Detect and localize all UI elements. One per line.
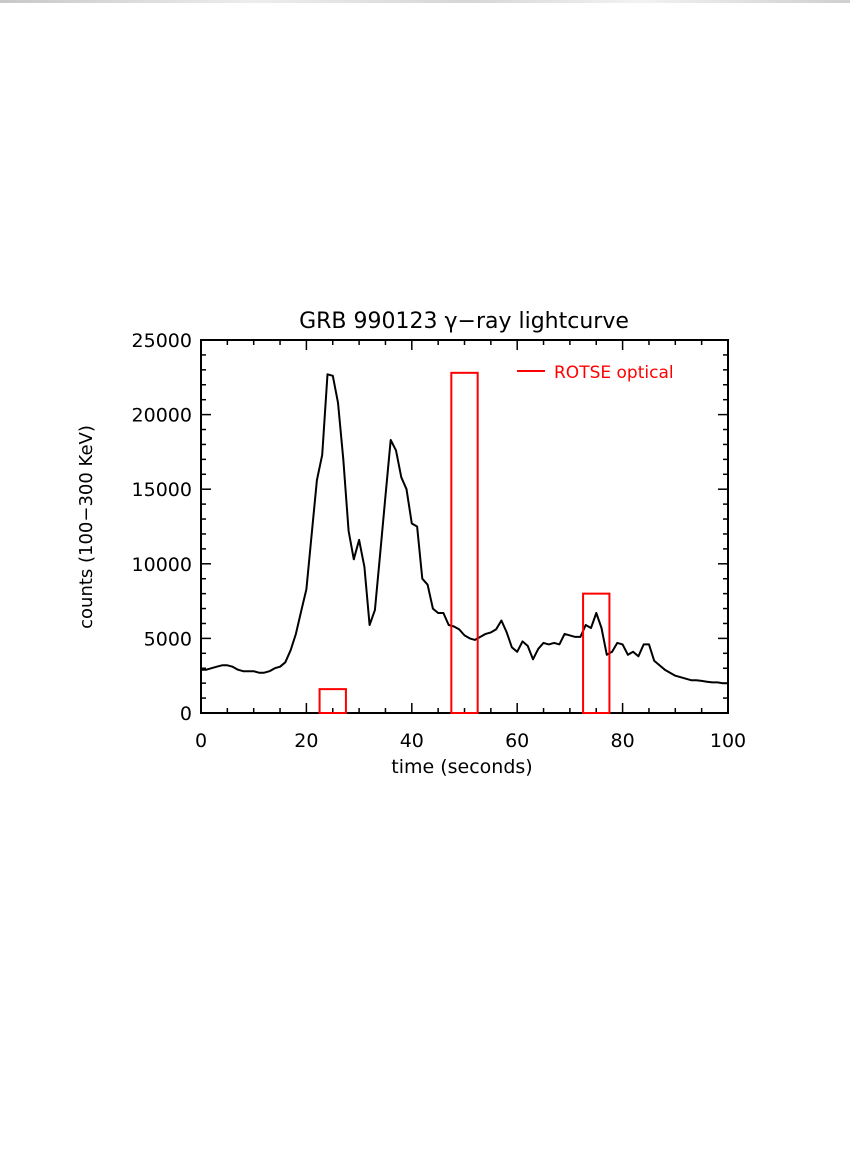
legend: ROTSE optical (517, 363, 674, 383)
y-axis-label: counts (100−300 KeV) (76, 425, 97, 629)
y-tick-label: 5000 (144, 628, 192, 650)
gamma-ray-lightcurve-line (201, 373, 728, 685)
x-axis-label: time (seconds) (391, 756, 532, 778)
y-tick-label: 15000 (132, 479, 192, 501)
chart-title: GRB 990123 γ−ray lightcurve (299, 309, 629, 334)
x-tick-label: 0 (195, 730, 207, 752)
rotse-optical-bar (450, 371, 479, 714)
y-tick-label: 0 (180, 703, 192, 725)
x-tick-label: 80 (611, 730, 635, 752)
y-tick-label: 25000 (132, 330, 192, 352)
rotse-optical-bar (318, 688, 347, 714)
legend-label-rotse: ROTSE optical (554, 363, 674, 383)
scan-edge (0, 0, 850, 3)
x-tick-label: 40 (400, 730, 424, 752)
y-tick-label: 10000 (132, 554, 192, 576)
x-tick-label: 60 (505, 730, 529, 752)
plot-frame (200, 339, 729, 714)
rotse-optical-bar (582, 592, 611, 715)
x-tick-label: 20 (294, 730, 318, 752)
x-tick-label: 100 (710, 730, 746, 752)
y-tick-label: 20000 (132, 405, 192, 427)
